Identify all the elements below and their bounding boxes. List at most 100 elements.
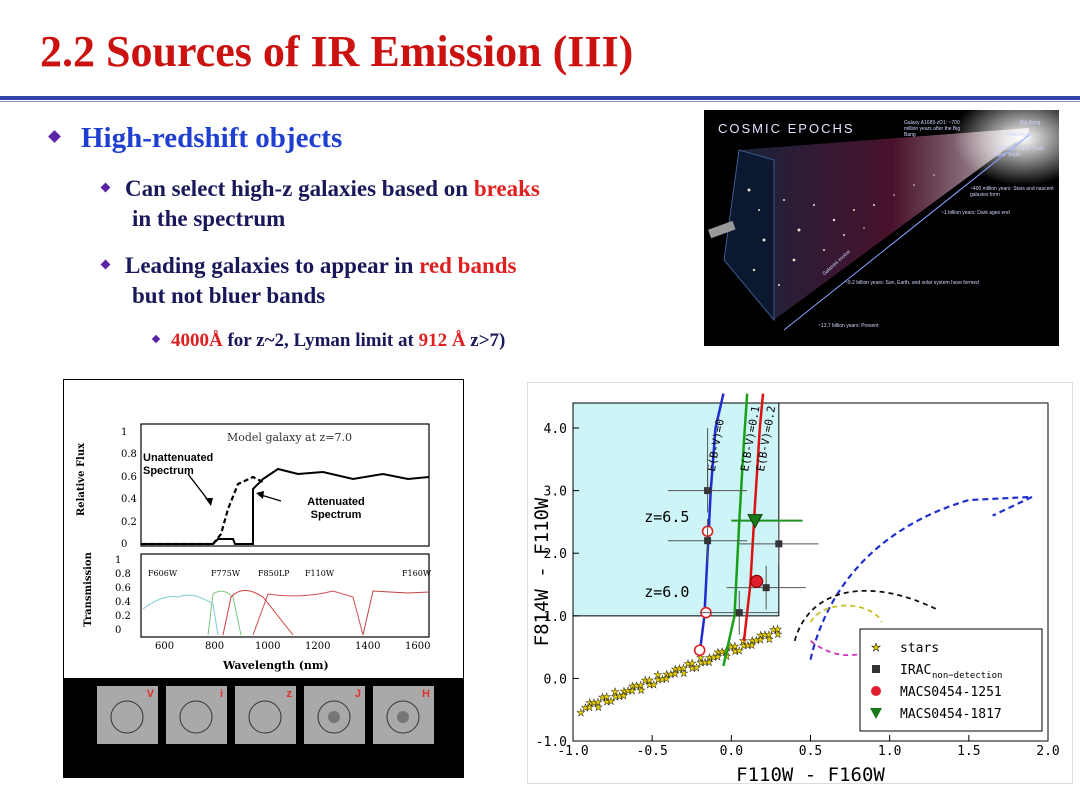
bullet-breaks-highlight: breaks — [473, 176, 540, 201]
bullet-breaks: Can select high-z galaxies based on brea… — [100, 174, 682, 234]
unattenuated-label: Unattenuated Spectrum — [143, 452, 214, 477]
model-track-magenta — [809, 640, 883, 657]
legend-label: MACS0454-1817 — [900, 707, 1002, 722]
band-stamp: z — [235, 686, 296, 744]
star-point: ★ — [773, 629, 782, 640]
star-point: ★ — [654, 675, 663, 686]
band-stamp: J — [304, 686, 365, 744]
star-point: ★ — [739, 641, 748, 652]
model-track-blue — [809, 495, 1033, 660]
irac-point — [762, 584, 770, 592]
star-point: ★ — [607, 697, 616, 708]
model-track-yellow — [809, 604, 883, 623]
bullet-red-bands-continued: but not bluer bands — [132, 283, 326, 308]
y-tick-label: 2.0 — [544, 547, 567, 562]
star-point: ★ — [576, 708, 585, 719]
x-tick-label: 1.5 — [957, 744, 980, 759]
y-axis-label: F814W - F110W — [531, 497, 553, 646]
band-stamp-label: J — [354, 688, 361, 700]
bullet-l3-tail: z>7) — [465, 330, 506, 351]
star-point: ★ — [662, 674, 671, 685]
irac-point — [775, 540, 783, 548]
sed-figure: Model galaxy at z=7.0 Unattenuated Spect… — [63, 379, 464, 778]
star-point: ★ — [585, 703, 594, 714]
x-tick-label: 2.0 — [1036, 744, 1059, 759]
sed-trans-ylabel: Transmission — [82, 552, 94, 627]
star-point: ★ — [743, 641, 752, 652]
attenuated-label: Attenuated Spectrum — [307, 496, 365, 521]
star-point: ★ — [718, 647, 727, 658]
cosmic-dark-ages: ~380,000 years: "Dark Ages" begin — [994, 146, 1044, 158]
filter-label: F850LP — [258, 569, 290, 578]
star-point: ★ — [747, 640, 756, 651]
star-point: ★ — [688, 663, 697, 674]
star-point: ★ — [602, 697, 611, 708]
legend-irac-icon — [872, 665, 880, 673]
cosmic-dark-end: ~1 billion years: Dark ages end — [941, 210, 1010, 216]
legend-stars-icon: ★ — [871, 642, 881, 654]
model-track-black — [793, 590, 938, 642]
sed-flux-tick-label: 0.8 — [121, 449, 137, 460]
cosmic-epochs-art — [704, 110, 1059, 346]
cosmic-first-stars: ~400 million years: Stars and nascent ga… — [970, 186, 1054, 198]
band-stamp: V — [97, 686, 158, 744]
legend-label: stars — [900, 641, 939, 656]
x-tick-label: -0.5 — [637, 744, 668, 759]
star-point: ★ — [773, 625, 782, 636]
bullet-red-bands-text: Leading galaxies to appear in — [125, 253, 420, 278]
star-point: ★ — [675, 664, 684, 675]
x-tick-label: 0.5 — [799, 744, 822, 759]
y-tick-label: 3.0 — [544, 485, 567, 500]
redshift-label: z=6.5 — [644, 508, 689, 526]
star-point: ★ — [730, 641, 739, 652]
star-point: ★ — [581, 703, 590, 714]
star-point: ★ — [683, 659, 692, 670]
band-stamp: H — [373, 686, 434, 744]
star-point: ★ — [714, 647, 723, 658]
cosmic-sun: ~9.2 billion years: Sun, Earth, and sola… — [845, 280, 979, 286]
bullet-l3-text: for z~2, Lyman limit at — [222, 330, 419, 351]
star-point: ★ — [594, 702, 603, 713]
bullet-level3: 4000Å for z~2, Lyman limit at 912 Å z>7) — [151, 330, 506, 352]
bullet-4000-highlight: 4000Å — [171, 330, 223, 351]
sed-x-tick-label: 1000 — [255, 641, 281, 652]
sed-trans-tick-label: 0.4 — [115, 597, 131, 608]
sed-trans-tick-label: 0 — [115, 625, 122, 636]
star-point: ★ — [594, 697, 603, 708]
band-stamp-label: z — [286, 688, 293, 700]
star-point: ★ — [709, 652, 718, 663]
star-point: ★ — [696, 653, 705, 664]
sed-x-tick-label: 1400 — [355, 641, 381, 652]
sed-x-tick-label: 1200 — [305, 641, 331, 652]
star-point: ★ — [645, 675, 654, 686]
star-point: ★ — [589, 698, 598, 709]
star-point: ★ — [636, 681, 645, 692]
title-divider — [0, 96, 1080, 100]
star-point: ★ — [679, 664, 688, 675]
star-point: ★ — [756, 631, 765, 642]
band-stamp-label: H — [422, 688, 430, 700]
filter-label: F775W — [211, 569, 241, 578]
star-point: ★ — [731, 646, 740, 657]
x-tick-label: 0.0 — [720, 744, 743, 759]
legend-macs1817-icon — [870, 708, 882, 719]
sed-plot — [64, 380, 463, 678]
x-tick-label: 1.0 — [878, 744, 901, 759]
sed-x-tick-label: 800 — [205, 641, 225, 652]
star-point: ★ — [628, 681, 637, 692]
star-point: ★ — [619, 687, 628, 698]
bullet-breaks-continued: in the spectrum — [132, 206, 286, 231]
y-tick-label: 0.0 — [544, 672, 567, 687]
star-point: ★ — [619, 691, 628, 702]
band-stamp: i — [166, 686, 227, 744]
filter-label: F160W — [402, 569, 432, 578]
sed-flux-ylabel: Relative Flux — [76, 442, 88, 517]
reddening-track — [742, 393, 765, 641]
x-tick-label: -1.0 — [557, 744, 588, 759]
sed-trans-tick-label: 0.2 — [115, 611, 131, 622]
star-point: ★ — [641, 676, 650, 687]
star-point: ★ — [611, 692, 620, 703]
band-stamp-label: V — [146, 688, 154, 700]
filter-label: F110W — [305, 569, 335, 578]
bullet-l1-text: High-redshift objects — [81, 122, 343, 154]
